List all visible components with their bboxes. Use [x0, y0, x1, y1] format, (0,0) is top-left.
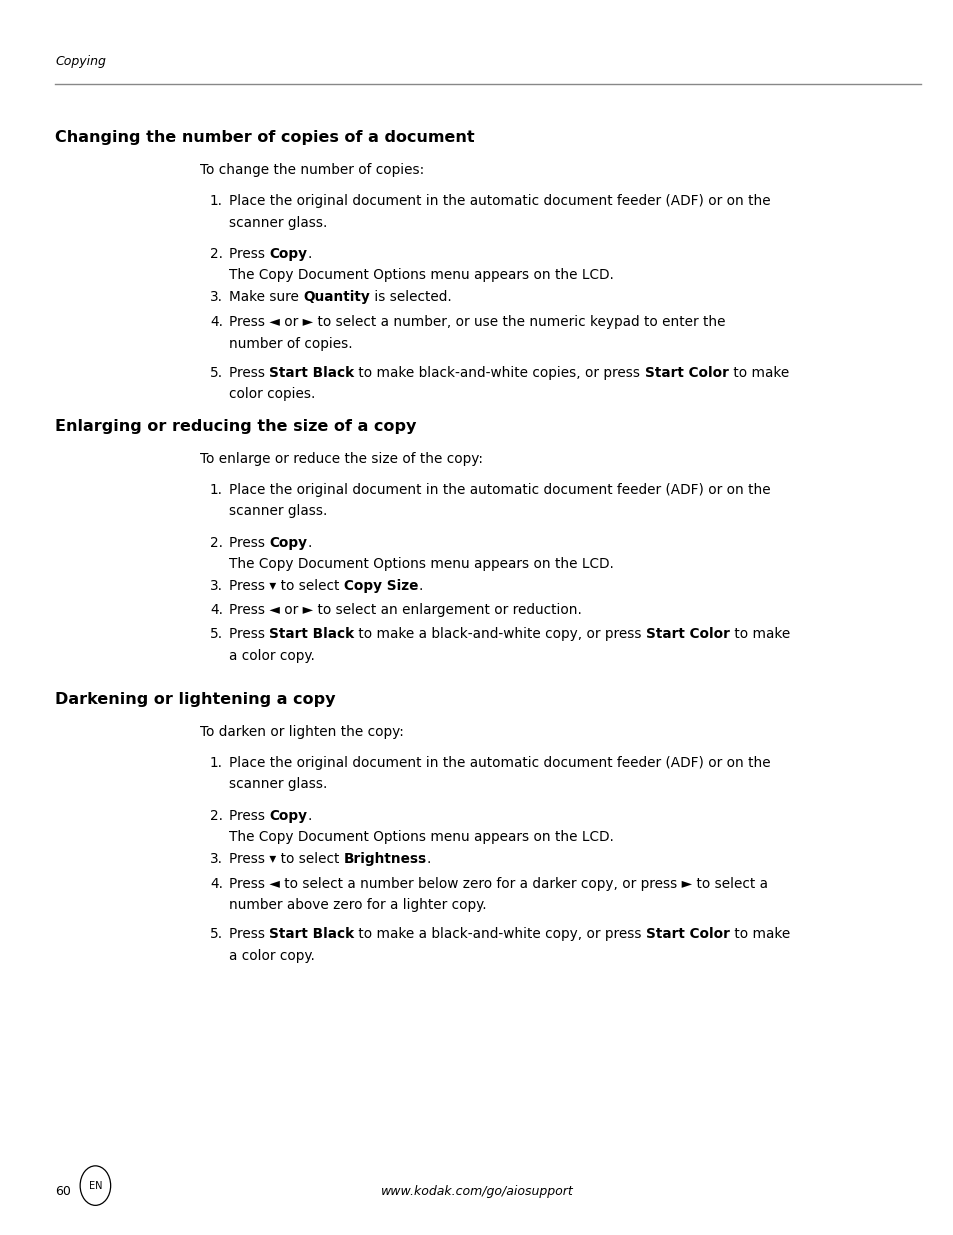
Text: Press: Press	[229, 536, 269, 550]
Text: 5.: 5.	[210, 927, 223, 941]
Text: is selected.: is selected.	[370, 290, 451, 304]
Text: .: .	[307, 536, 312, 550]
Text: 3.: 3.	[210, 579, 223, 593]
Text: 5.: 5.	[210, 627, 223, 641]
Text: Make sure: Make sure	[229, 290, 303, 304]
Text: color copies.: color copies.	[229, 388, 315, 401]
Text: Press ◄ to select a number below zero for a darker copy, or press ► to select a: Press ◄ to select a number below zero fo…	[229, 877, 767, 890]
Text: 1.: 1.	[210, 756, 223, 769]
Text: 1.: 1.	[210, 483, 223, 496]
Text: to make a black-and-white copy, or press: to make a black-and-white copy, or press	[355, 627, 645, 641]
Text: Place the original document in the automatic document feeder (ADF) or on the: Place the original document in the autom…	[229, 756, 770, 769]
Text: 3.: 3.	[210, 852, 223, 866]
Text: 2.: 2.	[210, 809, 223, 823]
Text: a color copy.: a color copy.	[229, 650, 314, 663]
Text: 5.: 5.	[210, 366, 223, 379]
Text: number above zero for a lighter copy.: number above zero for a lighter copy.	[229, 899, 486, 913]
Text: Copy: Copy	[269, 536, 307, 550]
Text: Press ◄ or ► to select an enlargement or reduction.: Press ◄ or ► to select an enlargement or…	[229, 603, 581, 616]
Text: 3.: 3.	[210, 290, 223, 304]
Text: scanner glass.: scanner glass.	[229, 778, 327, 792]
Text: Press ▾ to select: Press ▾ to select	[229, 852, 343, 866]
Text: The Copy Document Options menu appears on the LCD.: The Copy Document Options menu appears o…	[229, 830, 613, 844]
Text: Press ◄ or ► to select a number, or use the numeric keypad to enter the: Press ◄ or ► to select a number, or use …	[229, 315, 724, 329]
Text: scanner glass.: scanner glass.	[229, 215, 327, 230]
Text: Press ▾ to select: Press ▾ to select	[229, 579, 343, 593]
Text: Place the original document in the automatic document feeder (ADF) or on the: Place the original document in the autom…	[229, 194, 770, 207]
Text: www.kodak.com/go/aiosupport: www.kodak.com/go/aiosupport	[380, 1184, 573, 1198]
Text: Press: Press	[229, 627, 269, 641]
Text: Copy: Copy	[269, 809, 307, 823]
Text: Start Color: Start Color	[644, 366, 728, 379]
Text: 2.: 2.	[210, 536, 223, 550]
Text: Start Color: Start Color	[646, 927, 729, 941]
Text: Changing the number of copies of a document: Changing the number of copies of a docum…	[55, 130, 475, 144]
Text: Start Black: Start Black	[269, 927, 355, 941]
Text: .: .	[426, 852, 431, 866]
Text: Copy: Copy	[269, 247, 307, 261]
Text: a color copy.: a color copy.	[229, 948, 314, 963]
Text: 4.: 4.	[210, 315, 223, 329]
Text: Place the original document in the automatic document feeder (ADF) or on the: Place the original document in the autom…	[229, 483, 770, 496]
Text: 60: 60	[55, 1184, 71, 1198]
Text: .: .	[307, 809, 312, 823]
Text: EN: EN	[89, 1181, 102, 1191]
Text: The Copy Document Options menu appears on the LCD.: The Copy Document Options menu appears o…	[229, 557, 613, 571]
Text: Brightness: Brightness	[343, 852, 426, 866]
Text: .: .	[417, 579, 422, 593]
Text: 2.: 2.	[210, 247, 223, 261]
Text: To darken or lighten the copy:: To darken or lighten the copy:	[200, 725, 404, 739]
Text: Start Black: Start Black	[269, 366, 355, 379]
Text: 4.: 4.	[210, 603, 223, 616]
Text: Press: Press	[229, 927, 269, 941]
Text: to make: to make	[728, 366, 788, 379]
Text: to make: to make	[729, 927, 790, 941]
Text: Enlarging or reducing the size of a copy: Enlarging or reducing the size of a copy	[55, 419, 416, 433]
Text: to make: to make	[729, 627, 790, 641]
Text: Copying: Copying	[55, 54, 106, 68]
Text: Press: Press	[229, 809, 269, 823]
Text: The Copy Document Options menu appears on the LCD.: The Copy Document Options menu appears o…	[229, 268, 613, 282]
Text: Press: Press	[229, 366, 269, 379]
Text: Start Black: Start Black	[269, 627, 355, 641]
Text: .: .	[307, 247, 312, 261]
Text: Quantity: Quantity	[303, 290, 370, 304]
Text: To change the number of copies:: To change the number of copies:	[200, 163, 424, 177]
Text: scanner glass.: scanner glass.	[229, 504, 327, 519]
Text: 4.: 4.	[210, 877, 223, 890]
Text: Darkening or lightening a copy: Darkening or lightening a copy	[55, 692, 335, 706]
Text: to make a black-and-white copy, or press: to make a black-and-white copy, or press	[355, 927, 645, 941]
Text: 1.: 1.	[210, 194, 223, 207]
Text: To enlarge or reduce the size of the copy:: To enlarge or reduce the size of the cop…	[200, 452, 483, 466]
Text: Start Color: Start Color	[646, 627, 729, 641]
Text: to make black-and-white copies, or press: to make black-and-white copies, or press	[355, 366, 644, 379]
Text: number of copies.: number of copies.	[229, 336, 353, 351]
Text: Press: Press	[229, 247, 269, 261]
Text: Copy Size: Copy Size	[343, 579, 417, 593]
